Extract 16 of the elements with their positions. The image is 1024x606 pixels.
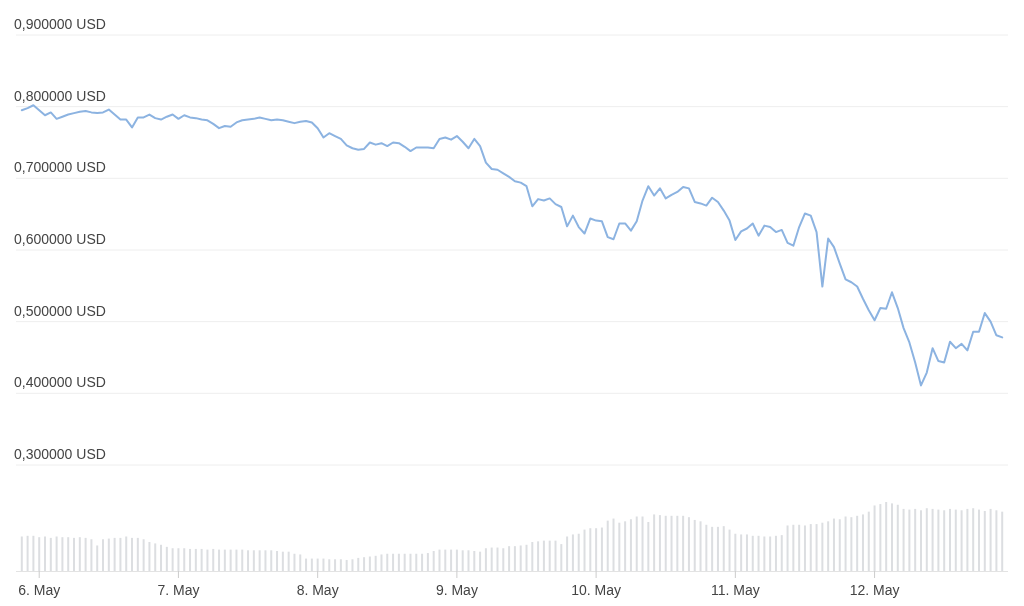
y-tick-label: 0,800000 USD	[14, 87, 106, 104]
x-tick-label: 9. May	[435, 582, 478, 598]
x-tick-label: 8. May	[296, 582, 339, 598]
y-tick-label: 0,900000 USD	[14, 16, 106, 32]
x-tick-label: 6. May	[18, 582, 61, 598]
y-tick-label: 0,700000 USD	[14, 159, 106, 176]
y-tick-label: 0,500000 USD	[14, 302, 106, 319]
x-tick-label: 12. May	[849, 582, 900, 598]
bar	[595, 528, 598, 571]
y-tick-label: 0,600000 USD	[14, 231, 106, 247]
y-tick-label: 0,400000 USD	[14, 374, 106, 391]
x-tick-label: 10. May	[571, 582, 622, 598]
x-tick-label: 7. May	[157, 582, 200, 598]
x-tick-label: 11. May	[710, 582, 760, 598]
bar	[455, 549, 458, 571]
y-tick-label: 0,300000 USD	[14, 446, 106, 462]
